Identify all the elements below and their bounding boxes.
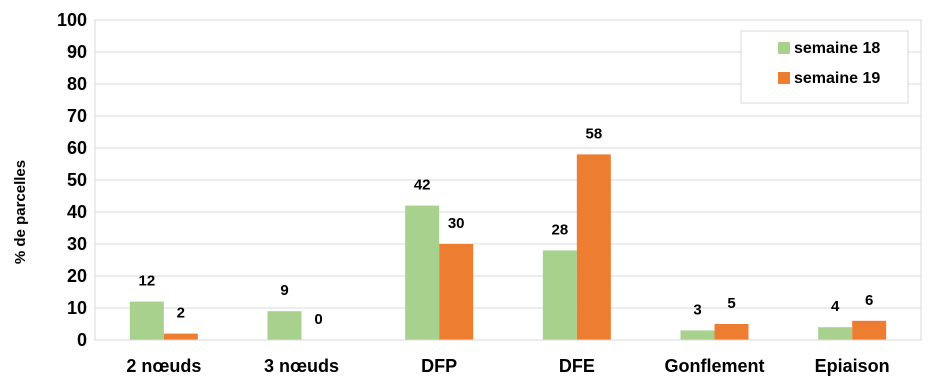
- y-tick-label: 70: [67, 106, 87, 126]
- y-tick-label: 20: [67, 266, 87, 286]
- y-axis-title: % de parcelles: [12, 160, 29, 264]
- legend-box: [740, 30, 909, 104]
- legend-label: semaine 19: [794, 70, 880, 87]
- data-label: 58: [585, 125, 602, 142]
- y-tick-label: 0: [77, 330, 87, 350]
- bar-semaine-19: [576, 154, 611, 340]
- x-axis: 2 nœuds 3 nœuds DFP DFE Gonflement Epiaison: [95, 339, 921, 376]
- bar-semaine-19: [163, 333, 198, 340]
- legend: semaine 18 semaine 19: [740, 30, 909, 104]
- y-tick-label: 30: [67, 234, 87, 254]
- bar-semaine-19: [714, 324, 749, 340]
- y-tick-label: 100: [57, 10, 87, 30]
- bar-semaine-18: [542, 250, 577, 340]
- y-tick-label: 50: [67, 170, 87, 190]
- data-label: 30: [448, 215, 465, 232]
- data-label: 28: [551, 221, 568, 238]
- bar-semaine-18: [680, 330, 715, 340]
- y-tick-label: 10: [67, 298, 87, 318]
- y-tick-label: 80: [67, 74, 87, 94]
- bar-semaine-18: [267, 311, 302, 340]
- bars: [129, 154, 887, 340]
- x-tick-label: DFP: [421, 356, 457, 376]
- data-label: 0: [314, 311, 322, 328]
- data-label: 2: [177, 305, 185, 322]
- data-label: 9: [280, 282, 288, 299]
- x-tick-label: Gonflement: [664, 356, 764, 376]
- x-tick-label: 3 nœuds: [264, 356, 339, 376]
- y-tick-label: 40: [67, 202, 87, 222]
- bar-semaine-18: [405, 205, 440, 340]
- data-label: 3: [693, 301, 701, 318]
- bar-semaine-19: [439, 244, 474, 340]
- legend-swatch: [778, 72, 790, 84]
- y-tick-label: 90: [67, 42, 87, 62]
- y-axis: 0 10 20 30 40 50 60 70 80 90 100: [57, 10, 87, 350]
- x-tick-label: 2 nœuds: [126, 356, 201, 376]
- x-tick-label: DFE: [559, 356, 595, 376]
- data-label: 42: [414, 177, 431, 194]
- data-labels: 12 2 9 0 42 30 28 58 3 5 4 6: [138, 125, 873, 328]
- bar-semaine-19: [852, 320, 887, 340]
- bar-semaine-18: [818, 327, 853, 340]
- y-tick-label: 60: [67, 138, 87, 158]
- legend-label: semaine 18: [794, 40, 880, 57]
- legend-swatch: [778, 42, 790, 54]
- data-label: 4: [831, 298, 840, 315]
- bar-semaine-18: [129, 301, 164, 340]
- x-tick-label: Epiaison: [815, 356, 890, 376]
- data-label: 12: [138, 273, 155, 290]
- data-label: 6: [865, 292, 873, 309]
- data-label: 5: [727, 295, 735, 312]
